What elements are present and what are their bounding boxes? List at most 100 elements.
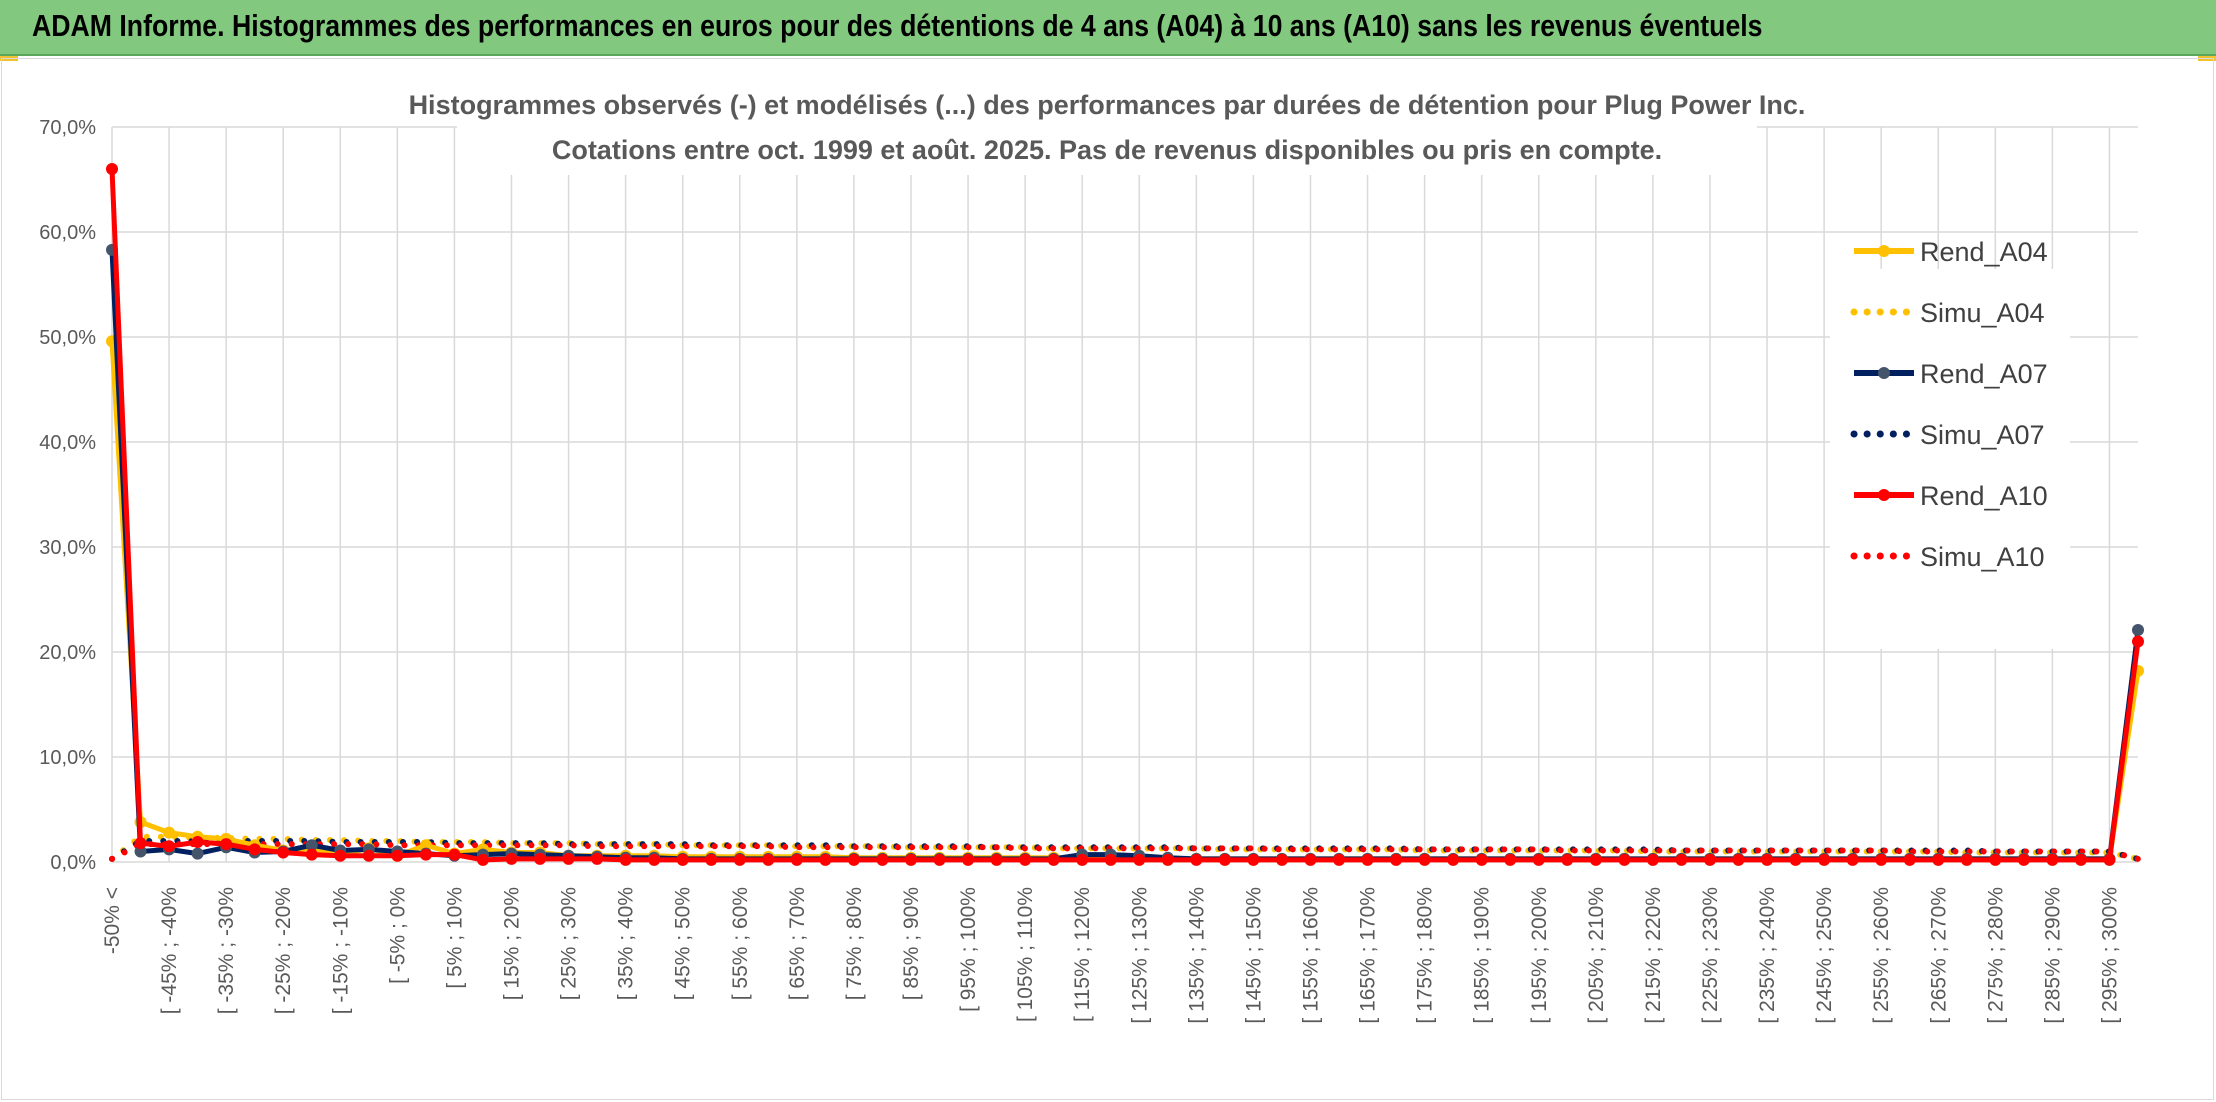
- data-point: [448, 848, 461, 861]
- histogram-chart: 0,0% 10,0% 20,0% 30,0% 40,0% 50,0% 60,0% 70,0% H…: [39, 83, 2144, 1024]
- legend-label: Rend_A07: [1920, 359, 2048, 389]
- data-point: [163, 826, 176, 839]
- data-point: [819, 853, 832, 866]
- data-point: [1247, 853, 1260, 866]
- data-point: [1789, 853, 1802, 866]
- legend: Rend_A04 Simu_A04 Rend_A07 Simu_A07 Rend_A10…: [1830, 237, 2070, 649]
- chart-title-line: Cotations entre oct. 1999 et août. 2025.…: [552, 135, 1662, 165]
- data-point: [476, 853, 489, 866]
- x-tick-label: [ 195% ; 200%: [1528, 887, 1551, 1024]
- x-tick-label: [ -35% ; -30%: [215, 887, 238, 1014]
- x-tick-label: [ 175% ; 180%: [1414, 887, 1437, 1024]
- legend-label: Simu_A04: [1920, 298, 2045, 328]
- chart-area: 0,0% 10,0% 20,0% 30,0% 40,0% 50,0% 60,0% 70,0% H…: [1, 58, 2214, 1100]
- legend-label: Rend_A04: [1920, 237, 2048, 267]
- data-point: [534, 852, 547, 865]
- x-tick-label: [ 25% ; 30%: [558, 887, 581, 1000]
- data-point: [904, 853, 917, 866]
- x-tick-label: [ 145% ; 150%: [1242, 887, 1265, 1024]
- data-point: [1190, 853, 1203, 866]
- series-simu-a10: [109, 841, 2141, 862]
- data-point: [1989, 853, 2002, 866]
- data-point: [1218, 853, 1231, 866]
- chart-title-line: Histogrammes observés (-) et modélisés (…: [409, 90, 1806, 120]
- data-point: [962, 853, 975, 866]
- x-tick-label: [ 35% ; 40%: [615, 887, 638, 1000]
- data-point: [876, 853, 889, 866]
- x-tick-label: [ 105% ; 110%: [1014, 887, 1037, 1022]
- data-point: [1047, 853, 1060, 866]
- y-tick-label: 60,0%: [39, 222, 96, 244]
- x-tick-label: [ 115% ; 120%: [1071, 887, 1094, 1022]
- x-tick-label: [ 245% ; 250%: [1813, 887, 1836, 1024]
- data-point: [1875, 853, 1888, 866]
- x-tick-label: [ 85% ; 90%: [900, 887, 923, 1000]
- x-tick-label: [ 155% ; 160%: [1299, 887, 1322, 1024]
- data-point: [1532, 853, 1545, 866]
- report-header: ADAM Informe. Histogrammes des performan…: [0, 0, 2216, 56]
- series-rend-a10: [106, 163, 2144, 866]
- data-point: [990, 853, 1003, 866]
- data-point: [1618, 853, 1631, 866]
- data-point: [163, 840, 176, 853]
- data-point: [1675, 853, 1688, 866]
- report-title: ADAM Informe. Histogrammes des performan…: [32, 8, 1763, 43]
- data-point: [1019, 853, 1032, 866]
- data-point: [1104, 853, 1117, 866]
- data-point: [676, 853, 689, 866]
- y-tick-label: 20,0%: [39, 642, 96, 664]
- data-point: [1846, 853, 1859, 866]
- chart-title-background: [457, 83, 1757, 175]
- data-point: [1703, 853, 1716, 866]
- y-tick-label: 10,0%: [39, 747, 96, 769]
- data-point: [505, 852, 518, 865]
- data-point: [305, 839, 318, 852]
- data-point: [220, 838, 233, 851]
- series-line: [109, 841, 2141, 862]
- data-point: [2132, 623, 2144, 636]
- data-point: [1275, 853, 1288, 866]
- x-tick-label: [ 285% ; 290%: [2041, 887, 2064, 1024]
- legend-item-rend-a10: Rend_A10: [1854, 481, 2048, 511]
- data-point: [362, 849, 375, 862]
- x-tick-label: [ 185% ; 190%: [1471, 887, 1494, 1024]
- data-point: [1161, 853, 1174, 866]
- x-tick-label: [ 235% ; 240%: [1756, 887, 1779, 1024]
- data-point: [1447, 853, 1460, 866]
- data-point: [305, 848, 318, 861]
- data-point: [2103, 853, 2116, 866]
- legend-item-simu-a10: Simu_A10: [1850, 542, 2045, 572]
- data-point: [2132, 635, 2144, 648]
- data-point: [1304, 853, 1317, 866]
- x-tick-label: [ 45% ; 50%: [672, 887, 695, 1000]
- data-point: [1418, 853, 1431, 866]
- legend-label: Simu_A07: [1920, 420, 2045, 450]
- data-point: [391, 849, 404, 862]
- x-tick-label: [ 75% ; 80%: [843, 887, 866, 1000]
- data-point: [106, 163, 118, 175]
- data-point: [2074, 853, 2087, 866]
- data-point: [1390, 853, 1403, 866]
- data-point: [790, 853, 803, 866]
- data-point: [1133, 853, 1146, 866]
- data-point: [1732, 853, 1745, 866]
- x-tick-label: [ 55% ; 60%: [729, 887, 752, 1000]
- data-point: [847, 853, 860, 866]
- data-point: [134, 837, 147, 850]
- x-tick-label: [ 135% ; 140%: [1185, 887, 1208, 1024]
- data-point: [562, 852, 575, 865]
- data-point: [705, 853, 718, 866]
- y-tick-label: 40,0%: [39, 432, 96, 454]
- x-tick-label: [ 5% ; 10%: [443, 887, 466, 989]
- x-tick-label: [ 165% ; 170%: [1357, 887, 1380, 1024]
- data-point: [1761, 853, 1774, 866]
- data-point: [334, 849, 347, 862]
- x-tick-label: -50% <: [101, 887, 124, 954]
- legend-item-simu-a04: Simu_A04: [1850, 298, 2045, 328]
- data-point: [277, 846, 290, 859]
- x-tick-label: [ 215% ; 220%: [1642, 887, 1665, 1024]
- x-tick-label: [ -45% ; -40%: [158, 887, 181, 1014]
- legend-marker: [1878, 367, 1890, 379]
- legend-background: [1830, 269, 2070, 649]
- x-tick-label: [ 95% ; 100%: [957, 887, 980, 1012]
